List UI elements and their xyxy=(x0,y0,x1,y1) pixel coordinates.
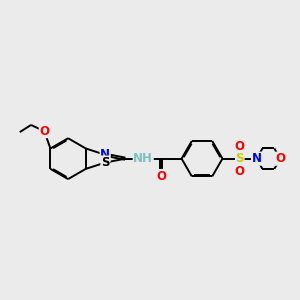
Text: S: S xyxy=(236,152,244,165)
Text: O: O xyxy=(156,169,166,182)
Text: O: O xyxy=(39,124,49,138)
Text: N: N xyxy=(251,152,262,165)
Text: NH: NH xyxy=(133,152,153,165)
Text: O: O xyxy=(235,140,245,152)
Text: N: N xyxy=(100,148,110,161)
Text: S: S xyxy=(101,156,110,169)
Text: O: O xyxy=(275,152,285,165)
Text: O: O xyxy=(235,165,245,178)
